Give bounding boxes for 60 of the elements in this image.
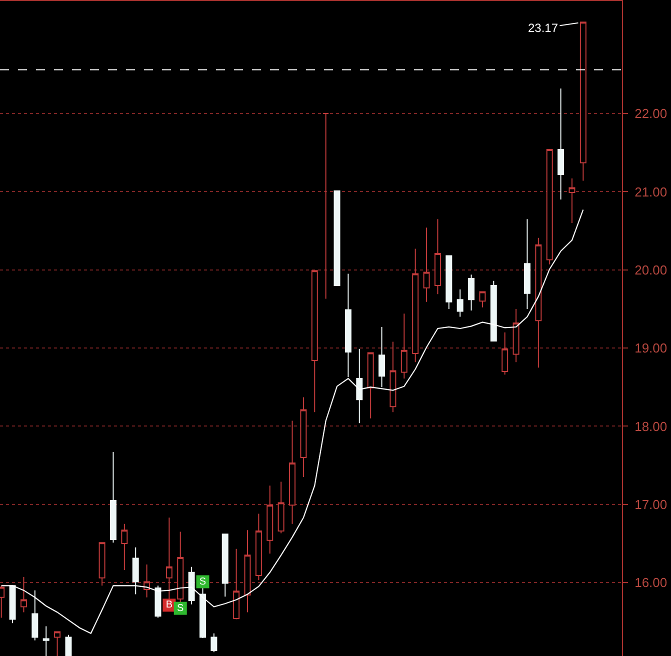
candlestick [456,288,464,318]
candlestick [233,548,240,620]
candlestick [502,332,508,376]
candlestick [210,632,218,653]
candlestick [367,352,374,419]
data-label: S [199,576,206,588]
candlestick [222,534,228,598]
candlestick [132,546,139,595]
annotation: 23.17 [528,21,558,35]
candlestick [390,341,396,413]
candlestick [65,634,72,656]
candlestick [98,542,106,586]
line-series [0,209,584,634]
candlestick [188,566,195,605]
candlestick [177,531,184,604]
candlestick [468,274,475,312]
candlestick [524,218,530,310]
y-tick-label: 16.00 [634,575,668,590]
candlestick [110,452,116,544]
candlestick [479,291,486,308]
candlestick [434,218,441,295]
candlestick [334,190,340,286]
candlestick [344,273,352,378]
y-tick-label: 20.00 [634,262,668,278]
candlestick [42,626,50,656]
candlestick [568,178,576,224]
candlestick [311,270,318,413]
candlestick [20,576,27,613]
candlestick [512,308,520,363]
data-label: B [166,600,173,611]
candlestick [289,420,296,524]
candlestick [546,149,553,265]
candlestick [446,255,452,310]
candlestick [200,586,206,639]
candlestick [244,530,251,613]
y-tick-label: 22.00 [634,106,668,122]
candlestick [535,237,542,368]
candlestick [166,517,172,601]
candlestick [558,88,564,200]
y-tick-label: 18.00 [634,418,668,434]
y-tick-label: 21.00 [634,184,668,200]
candlestick [378,326,386,388]
candlestick [121,523,128,571]
data-label: S [177,602,184,614]
candlestick [356,348,363,424]
y-tick-label: 19.00 [634,340,668,356]
y-tick-label: 17.00 [634,496,668,512]
candlestick [255,513,262,581]
candlestick [400,313,408,380]
candlestick [300,396,307,478]
candlestick [32,590,38,641]
candlestick [423,227,430,302]
candlestick [580,22,586,182]
candlestick [278,481,284,534]
candlestick [412,248,419,363]
candlestick [490,280,497,342]
candlestick [9,585,16,624]
candlestick [144,564,150,598]
candlestick [322,113,330,300]
candlestick [266,485,274,554]
